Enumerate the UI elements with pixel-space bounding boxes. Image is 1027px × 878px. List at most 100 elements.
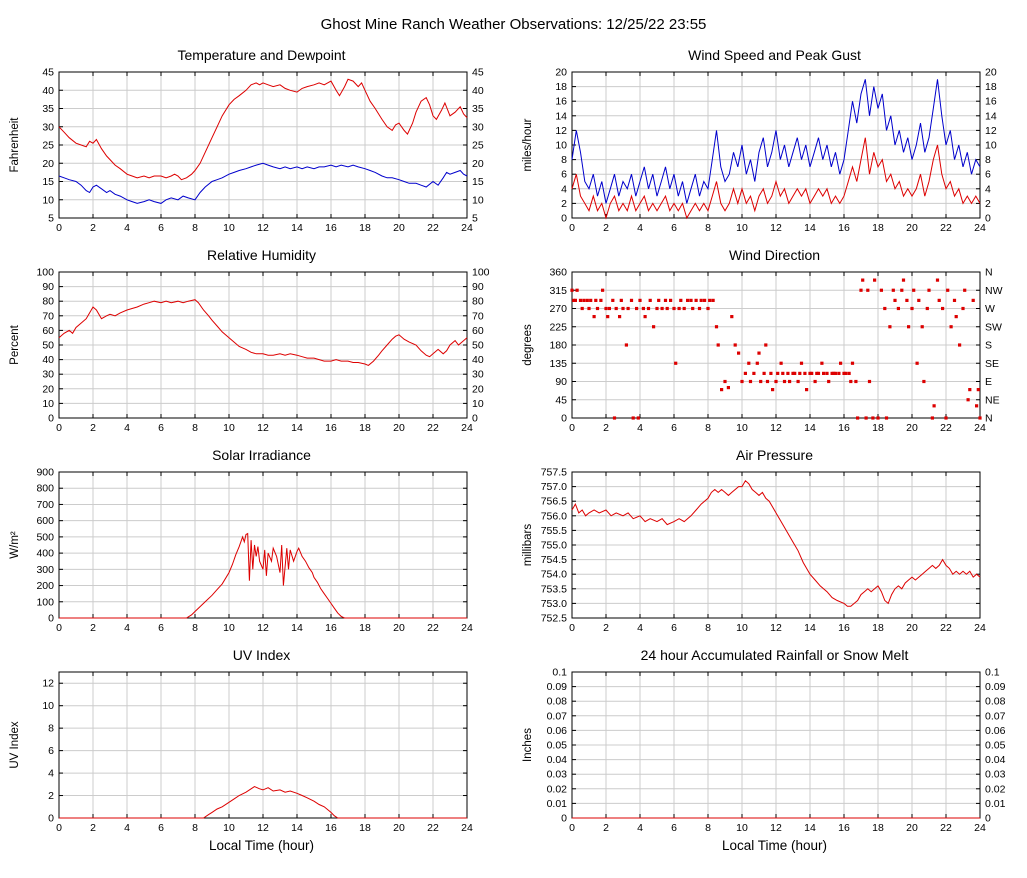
- svg-text:0: 0: [56, 422, 62, 434]
- chart-uv-index: UV Index 0 2 4 6 8 10 12 14 16 18 20 22 24 0 2 4 6 8 10 12 U…: [0, 645, 513, 853]
- chart-temperature-dewpoint: Temperature and Dewpoint 0 2 4 6 8 10 12 14 16 18…: [0, 45, 513, 237]
- svg-text:2: 2: [90, 422, 96, 434]
- svg-text:12: 12: [770, 222, 782, 234]
- svg-text:0.09: 0.09: [985, 681, 1006, 693]
- svg-text:10: 10: [42, 398, 54, 410]
- svg-text:0: 0: [561, 813, 567, 825]
- svg-text:757.0: 757.0: [540, 481, 566, 493]
- chart-title: Temperature and Dewpoint: [177, 47, 346, 63]
- svg-text:10: 10: [42, 700, 54, 712]
- svg-text:10: 10: [42, 194, 54, 206]
- svg-text:6: 6: [158, 822, 164, 834]
- svg-text:SW: SW: [985, 321, 1002, 333]
- svg-text:14: 14: [291, 422, 303, 434]
- svg-text:SE: SE: [985, 358, 999, 370]
- svg-text:360: 360: [549, 267, 567, 279]
- svg-text:15: 15: [472, 176, 484, 188]
- svg-text:8: 8: [705, 222, 711, 234]
- chart-relative-humidity: Relative Humidity 0 2 4 6 8 10 12 14 16 18 20 22 24 0…: [0, 245, 513, 437]
- svg-text:180: 180: [549, 340, 567, 352]
- svg-text:700: 700: [36, 499, 54, 511]
- svg-text:12: 12: [42, 678, 54, 690]
- svg-text:16: 16: [838, 822, 850, 834]
- svg-text:0: 0: [985, 813, 991, 825]
- svg-text:755.5: 755.5: [540, 525, 566, 537]
- svg-text:8: 8: [192, 622, 198, 634]
- svg-text:4: 4: [124, 622, 130, 634]
- svg-text:24: 24: [461, 422, 473, 434]
- svg-text:16: 16: [325, 822, 337, 834]
- svg-text:756.0: 756.0: [540, 510, 566, 522]
- svg-text:8: 8: [705, 422, 711, 434]
- svg-text:20: 20: [906, 222, 918, 234]
- svg-text:18: 18: [872, 422, 884, 434]
- svg-text:4: 4: [48, 768, 54, 780]
- svg-text:2: 2: [985, 198, 991, 210]
- charts-grid: Temperature and Dewpoint 0 2 4 6 8 10 12 14 16 18…: [0, 45, 1027, 853]
- svg-text:0.07: 0.07: [546, 710, 567, 722]
- svg-text:Inches: Inches: [522, 728, 534, 762]
- svg-text:0.04: 0.04: [546, 754, 567, 766]
- svg-text:10: 10: [223, 222, 235, 234]
- svg-text:10: 10: [555, 140, 567, 152]
- svg-text:20: 20: [42, 158, 54, 170]
- svg-text:0: 0: [56, 822, 62, 834]
- svg-text:80: 80: [42, 296, 54, 308]
- chart-title: Relative Humidity: [207, 247, 316, 263]
- svg-text:22: 22: [940, 622, 952, 634]
- rainfall-plot: 0 2 4 6 8 10 12 14 16 18 20 22 240 00.01 0.010.02 0.020…: [522, 667, 1006, 835]
- svg-text:18: 18: [555, 81, 567, 93]
- svg-text:Percent: Percent: [9, 324, 21, 364]
- svg-text:35: 35: [42, 103, 54, 115]
- svg-text:2: 2: [48, 790, 54, 802]
- svg-text:753.5: 753.5: [540, 583, 566, 595]
- svg-text:0.03: 0.03: [546, 769, 567, 781]
- svg-text:24: 24: [461, 622, 473, 634]
- x-axis-label: Local Time (hour): [721, 838, 828, 853]
- svg-text:12: 12: [257, 422, 269, 434]
- svg-text:14: 14: [291, 222, 303, 234]
- svg-text:12: 12: [770, 622, 782, 634]
- svg-text:2: 2: [90, 222, 96, 234]
- svg-text:300: 300: [36, 564, 54, 576]
- svg-text:4: 4: [124, 822, 130, 834]
- svg-text:0.01: 0.01: [985, 798, 1006, 810]
- svg-text:16: 16: [838, 422, 850, 434]
- svg-text:0.04: 0.04: [985, 754, 1006, 766]
- svg-text:756.5: 756.5: [540, 496, 566, 508]
- svg-text:0.1: 0.1: [552, 667, 567, 679]
- svg-text:degrees: degrees: [522, 324, 534, 366]
- svg-text:0: 0: [472, 413, 478, 425]
- svg-text:30: 30: [42, 369, 54, 381]
- svg-text:80: 80: [472, 296, 484, 308]
- svg-text:20: 20: [472, 383, 484, 395]
- svg-text:4: 4: [124, 222, 130, 234]
- svg-text:14: 14: [291, 622, 303, 634]
- svg-text:40: 40: [472, 354, 484, 366]
- svg-text:0.02: 0.02: [985, 783, 1006, 795]
- svg-text:18: 18: [872, 222, 884, 234]
- svg-text:6: 6: [158, 422, 164, 434]
- svg-text:16: 16: [985, 96, 997, 108]
- svg-text:W: W: [985, 303, 995, 315]
- svg-text:16: 16: [325, 222, 337, 234]
- svg-text:6: 6: [671, 422, 677, 434]
- svg-text:millibars: millibars: [522, 524, 534, 566]
- svg-text:90: 90: [42, 281, 54, 293]
- svg-text:10: 10: [985, 140, 997, 152]
- svg-text:10: 10: [472, 194, 484, 206]
- svg-text:18: 18: [359, 222, 371, 234]
- svg-text:800: 800: [36, 483, 54, 495]
- svg-text:4: 4: [637, 822, 643, 834]
- svg-text:35: 35: [472, 103, 484, 115]
- svg-text:25: 25: [472, 140, 484, 152]
- svg-text:755.0: 755.0: [540, 540, 566, 552]
- svg-text:18: 18: [359, 622, 371, 634]
- svg-text:8: 8: [705, 822, 711, 834]
- svg-text:24: 24: [974, 622, 986, 634]
- svg-text:20: 20: [393, 622, 405, 634]
- svg-text:0: 0: [985, 213, 991, 225]
- svg-text:10: 10: [736, 422, 748, 434]
